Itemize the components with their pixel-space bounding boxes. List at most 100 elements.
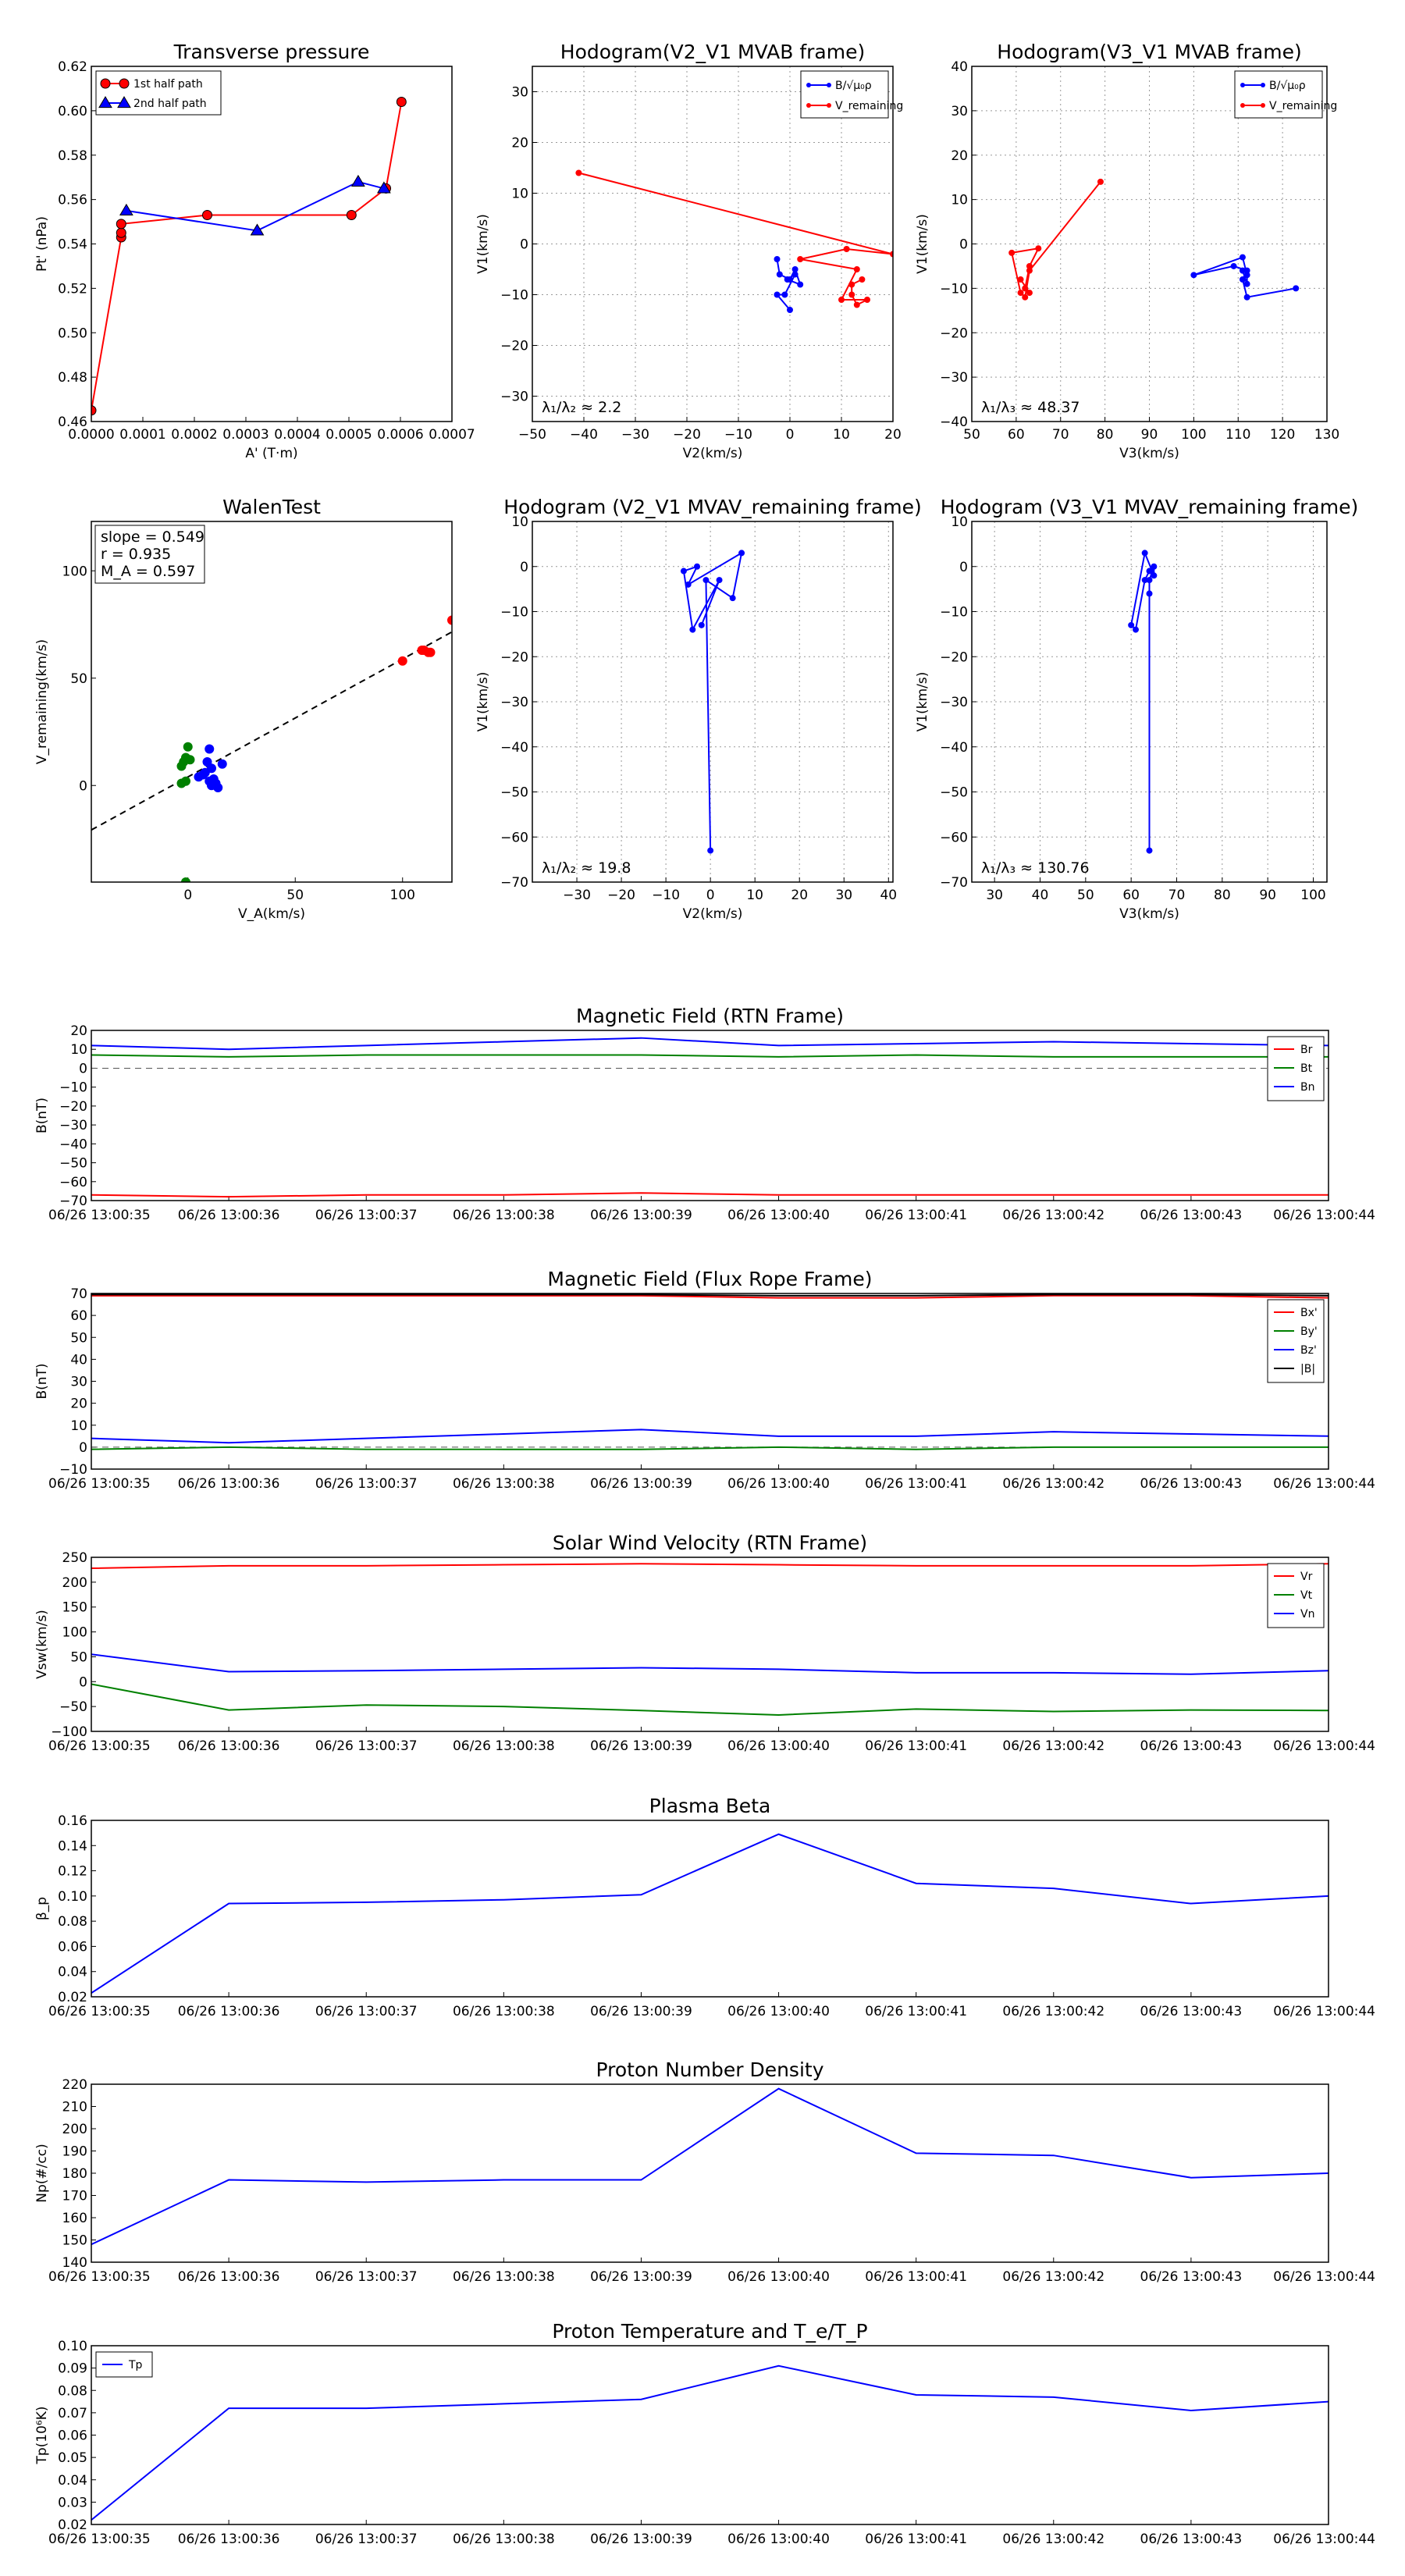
x-tick-label: −30 [563, 888, 591, 903]
y-tick-label: 0.46 [58, 415, 87, 430]
y-tick-label: 0.02 [58, 2517, 87, 2533]
x-tick-label: 06/26 13:00:41 [865, 1476, 967, 1492]
data-point [1133, 626, 1139, 633]
y-tick-label: −10 [940, 605, 968, 621]
legend-marker [1240, 83, 1245, 87]
x-tick-label: 06/26 13:00:43 [1140, 1208, 1243, 1223]
x-axis-label: V2(km/s) [683, 446, 743, 461]
series-line [1193, 256, 1297, 298]
chart-proton-number-density: 140 150 160 170 180 190 200 210 220 06/26 13:00:3… [34, 2058, 1375, 2285]
data-point [1026, 290, 1033, 297]
chart-title: Magnetic Field (Flux Rope Frame) [547, 1268, 872, 1290]
chart-plasma-beta: 0.02 0.04 0.06 0.08 0.10 0.12 0.14 0.16 06/26 13… [34, 1795, 1375, 2019]
y-axis-label: β_p [34, 1897, 50, 1920]
chart-title: Hodogram(V3_V1 MVAB frame) [997, 41, 1301, 63]
y-tick-label: 0.10 [58, 1889, 87, 1905]
x-tick-label: 10 [833, 427, 850, 443]
y-axis-label: Np(#/cc) [34, 2144, 50, 2202]
y-tick-label: 10 [511, 187, 528, 202]
data-point [202, 757, 212, 767]
chart-title: Hodogram (V3_V1 MVAV_remaining frame) [941, 496, 1359, 518]
y-tick-label: 0.08 [58, 2383, 87, 2399]
plot-area [91, 1833, 1329, 1994]
data-point [716, 577, 723, 584]
y-tick-label: 0.05 [58, 2450, 87, 2466]
data-point [853, 266, 860, 272]
data-point [1017, 290, 1024, 297]
legend: B/√μ₀ρ V_remaining [800, 70, 903, 119]
y-tick-label: −60 [940, 830, 968, 845]
data-point [848, 291, 855, 298]
eigen-ratio: λ₁/λ₃ ≈ 48.37 [981, 399, 1080, 416]
y-tick-label: 20 [70, 1023, 87, 1039]
data-point [787, 307, 793, 313]
x-tick-label: 0.0007 [429, 427, 475, 443]
data-point [1239, 267, 1246, 274]
x-tick-label: 30 [835, 888, 852, 903]
series-line-Bt [91, 1054, 1329, 1058]
stats-frame [94, 525, 205, 584]
y-tick-label: 0.14 [58, 1838, 87, 1854]
series-line-beta [91, 1833, 1329, 1994]
y-tick-label: −60 [59, 1175, 87, 1190]
x-tick-label: 06/26 13:00:42 [1002, 1208, 1104, 1223]
chart-hodogram-v3v1-mvav: −70 −60 −50 −40 −30 −20 −10 0 10 30 40 50 60 70 80 90 10… [915, 496, 1358, 922]
plot-area [91, 2364, 1329, 2521]
y-tick-label: 50 [70, 1330, 87, 1346]
y-tick-label: −20 [940, 649, 968, 665]
plot-frame [971, 521, 1328, 883]
y-tick-label: 0 [79, 1440, 87, 1456]
data-point [1243, 272, 1250, 279]
chart-title: Solar Wind Velocity (RTN Frame) [553, 1532, 867, 1554]
y-tick-label: 150 [62, 2233, 87, 2249]
data-point [1146, 590, 1153, 597]
series-line-Vn [91, 1653, 1329, 1675]
legend-label: V_remaining [1269, 100, 1337, 112]
data-point [1141, 550, 1148, 557]
y-tick-label: 0.52 [58, 281, 87, 297]
y-tick-label: −60 [500, 830, 528, 845]
y-tick-label: 0.07 [58, 2406, 87, 2421]
x-tick-label: 06/26 13:00:43 [1140, 1738, 1243, 1754]
legend-label: Vr [1300, 1571, 1313, 1583]
y-tick-label: 0.48 [58, 370, 87, 386]
y-tick-label: 0.03 [58, 2495, 87, 2510]
x-tick-label: 0.0004 [274, 427, 320, 443]
data-point [116, 219, 126, 229]
data-point [1097, 178, 1104, 185]
stats-line: M_A = 0.597 [101, 563, 195, 580]
x-axis-label: V_A(km/s) [238, 906, 305, 922]
x-tick-label: 50 [963, 427, 980, 443]
y-tick-label: −10 [59, 1462, 87, 1478]
y-tick-label: 10 [951, 514, 968, 530]
x-tick-label: 06/26 13:00:43 [1140, 1476, 1243, 1492]
data-point [1128, 621, 1135, 628]
series-line-Bz' [91, 1429, 1329, 1444]
x-tick-label: 06/26 13:00:39 [590, 2532, 692, 2547]
data-point [1151, 572, 1158, 579]
data-point [774, 291, 781, 298]
x-axis-label: A' (T·m) [245, 446, 297, 461]
x-tick-label: 20 [791, 888, 808, 903]
legend-label: By' [1300, 1325, 1318, 1338]
chart-hodogram-v2v1-mvab: −30 −20 −10 0 10 20 30 −50 −40 −30 −20 −10 0 10 20 V2(k… [475, 41, 903, 461]
legend-label: Vn [1300, 1608, 1314, 1621]
x-tick-label: 06/26 13:00:44 [1273, 2269, 1375, 2285]
y-tick-label: −70 [59, 1194, 87, 1209]
x-tick-label: 06/26 13:00:44 [1273, 2004, 1375, 2019]
plot-area [91, 97, 407, 416]
data-point [1230, 262, 1237, 269]
y-tick-label: 0.09 [58, 2361, 87, 2377]
data-point [838, 297, 845, 303]
y-tick-label: 250 [62, 1550, 87, 1566]
y-tick-label: 0 [959, 237, 968, 253]
series-line-Vr [91, 1563, 1329, 1570]
data-point [181, 877, 190, 882]
chart-title: Hodogram(V2_V1 MVAB frame) [560, 41, 865, 63]
x-tick-label: 06/26 13:00:37 [315, 1476, 418, 1492]
data-point [797, 281, 804, 288]
x-tick-label: 06/26 13:00:41 [865, 2532, 967, 2547]
chart-magnetic-field-flux-rope: −10 0 10 20 30 40 50 60 70 06/26 13:00:35 06/26 13… [34, 1268, 1375, 1492]
plot-frame [91, 1293, 1329, 1470]
y-tick-label: −30 [500, 695, 528, 710]
